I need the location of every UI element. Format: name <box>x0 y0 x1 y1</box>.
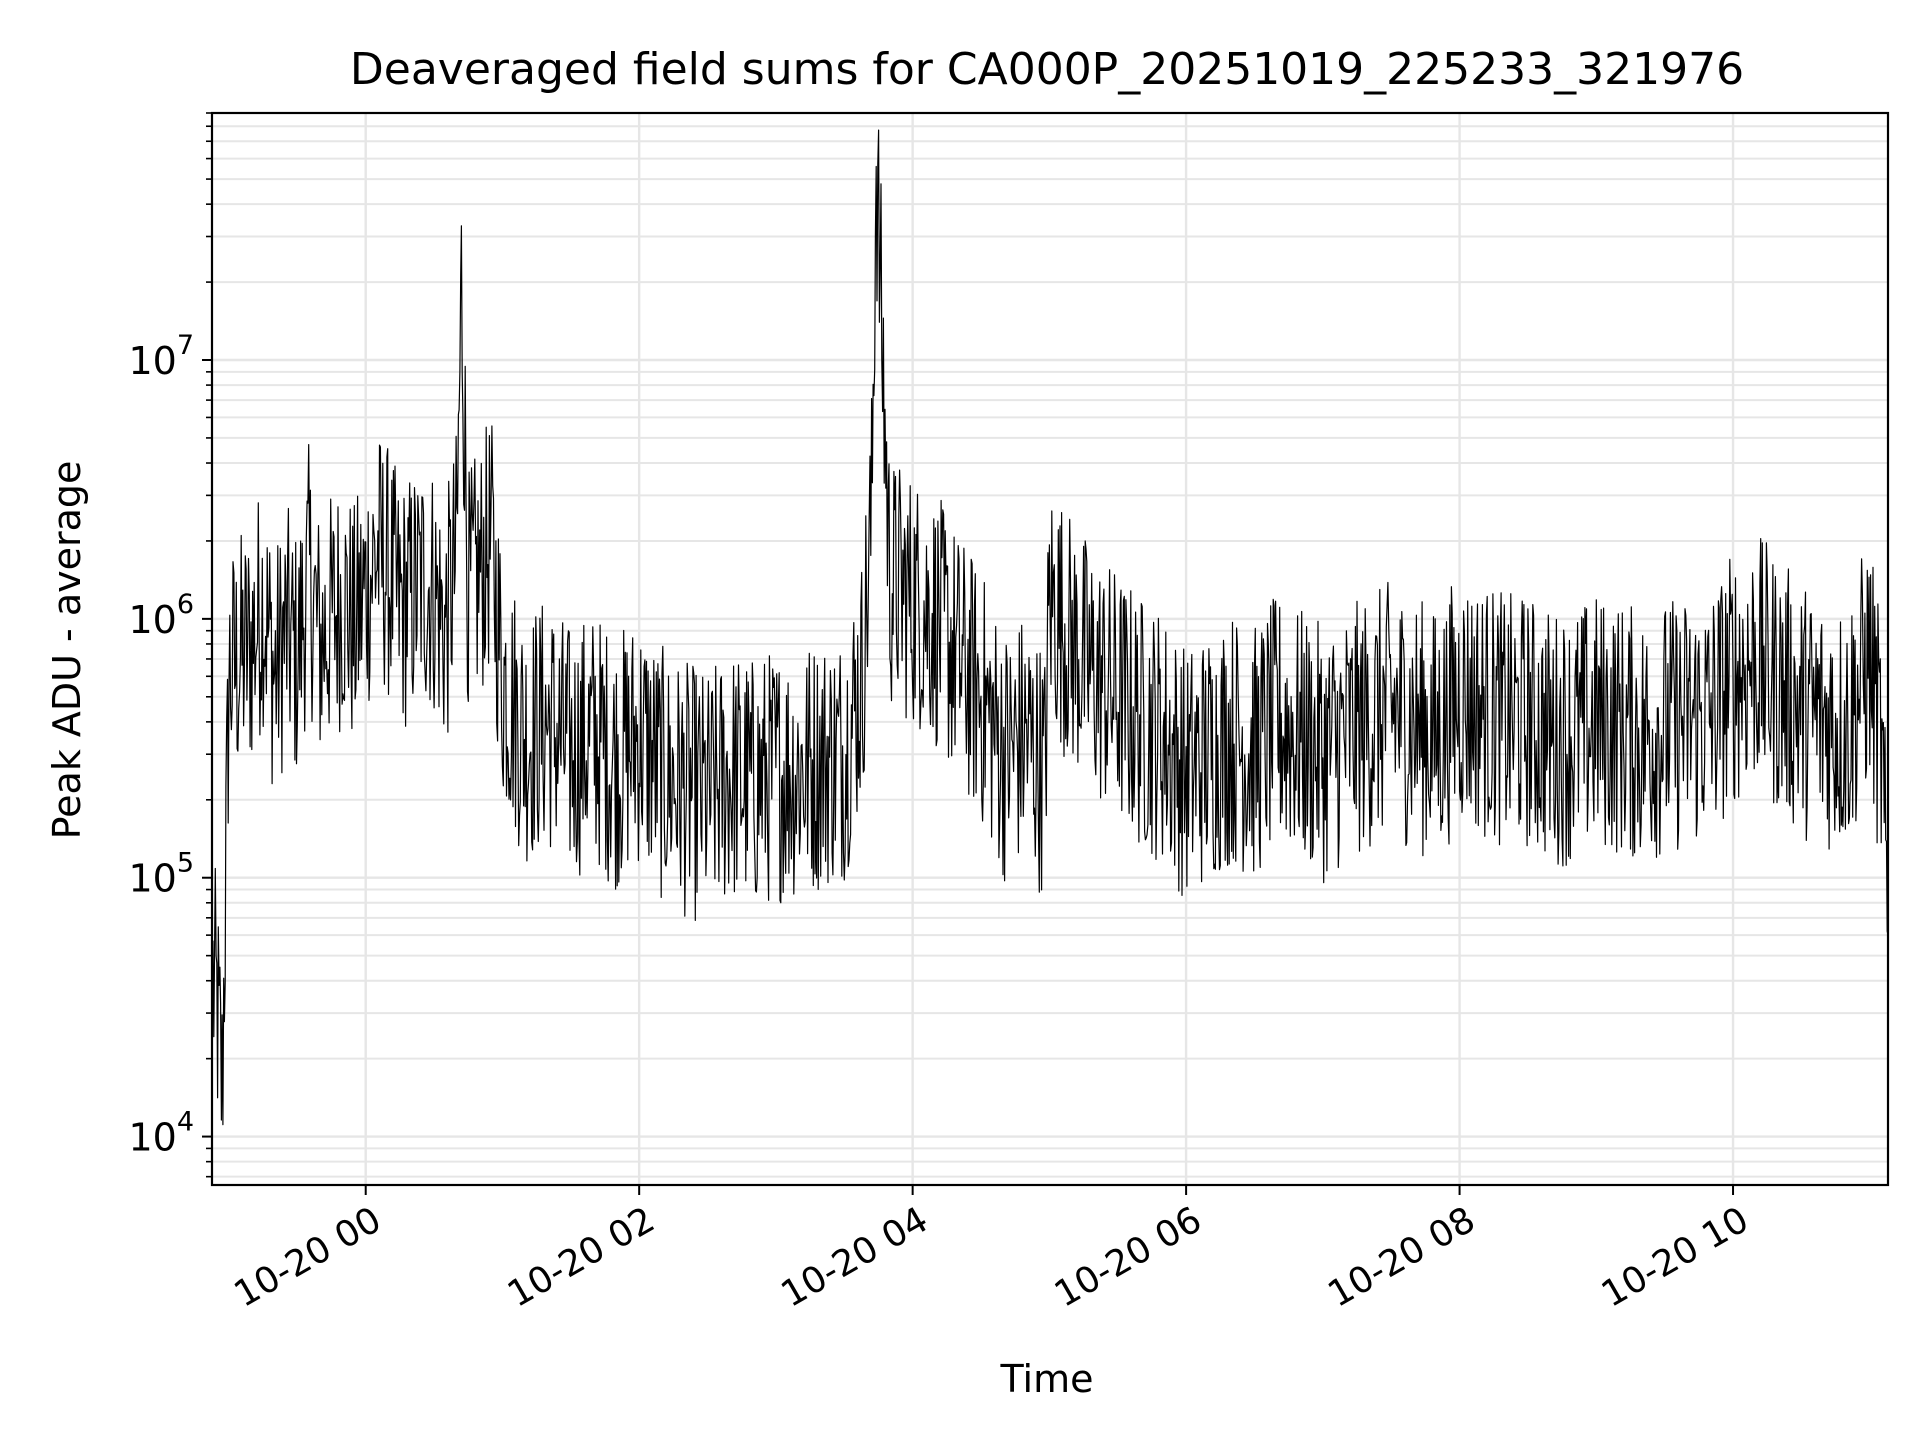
y-tick-label: 105 <box>128 848 194 901</box>
x-axis-label: Time <box>1000 1357 1094 1401</box>
y-axis-label: Peak ADU - average <box>45 461 89 840</box>
series-line <box>212 129 1889 1126</box>
y-axis: 104 105 106 107 <box>128 112 212 1178</box>
plot-frame <box>210 111 1890 1187</box>
y-tick-label: 106 <box>128 589 194 642</box>
series-layer <box>212 129 1889 1126</box>
y-tick-label: 107 <box>128 330 194 383</box>
chart-title: Deaveraged field sums for CA000P_2025101… <box>350 44 1744 95</box>
y-tick-label: 104 <box>128 1107 194 1160</box>
